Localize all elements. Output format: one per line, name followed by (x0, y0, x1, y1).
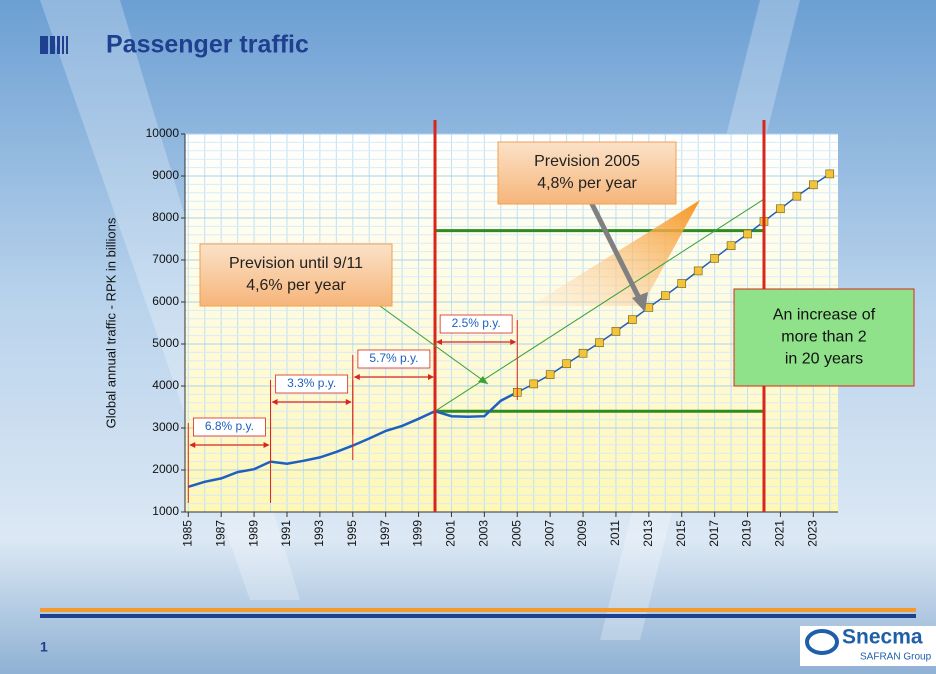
period-label: 3.3% p.y. (287, 376, 336, 390)
x-tick-label: 2001 (444, 520, 458, 547)
slide: Passenger traffic 1000 2000 3000 4000 5000 60… (0, 0, 936, 674)
x-tick-label: 1995 (345, 520, 359, 547)
series-marker (595, 339, 603, 347)
y-tick-label: 7000 (152, 252, 179, 266)
y-tick-label: 6000 (152, 294, 179, 308)
series-marker (727, 242, 735, 250)
callout-box (498, 142, 676, 204)
callout-text: 4,8% per year (537, 175, 637, 192)
y-tick-label: 3000 (152, 420, 179, 434)
x-tick-label: 2011 (608, 520, 622, 546)
series-marker (612, 327, 620, 335)
x-tick-label: 2007 (542, 520, 556, 547)
y-tick-label: 10000 (146, 126, 180, 140)
series-marker (546, 371, 554, 379)
series-marker (826, 170, 834, 178)
series-marker (809, 181, 817, 189)
x-tick-label: 1999 (411, 520, 425, 547)
x-tick-label: 2021 (773, 520, 787, 547)
period-label: 2.5% p.y. (452, 316, 501, 330)
x-tick-label: 2009 (575, 520, 589, 547)
x-tick-label: 2013 (641, 520, 655, 547)
logo: Snecma (842, 626, 923, 649)
y-tick-label: 1000 (152, 504, 179, 518)
y-tick-label: 2000 (152, 462, 179, 476)
x-tick-label: 2017 (707, 520, 721, 547)
callout-text: An increase of (773, 307, 876, 324)
callout-text: Prevision 2005 (534, 153, 640, 170)
x-tick-label: 2023 (805, 520, 819, 547)
x-tick-label: 1987 (213, 520, 227, 547)
series-marker (563, 360, 571, 368)
callout-text: more than 2 (781, 329, 866, 346)
series-marker (711, 254, 719, 262)
y-tick-label: 9000 (152, 168, 179, 182)
series-marker (694, 267, 702, 275)
title-icon (40, 36, 68, 54)
page-number: 1 (40, 639, 48, 655)
callout-box (200, 244, 392, 306)
x-tick-label: 2005 (509, 520, 523, 547)
series-marker (579, 349, 587, 357)
x-tick-label: 2019 (740, 520, 754, 547)
callout-text: Prevision until 9/11 (229, 255, 363, 272)
series-marker (628, 316, 636, 324)
period-label: 5.7% p.y. (369, 351, 418, 365)
callout-text: 4,6% per year (246, 277, 346, 294)
x-tick-label: 1985 (180, 520, 194, 547)
chart: 1000 2000 3000 4000 5000 6000 7000 8000 9000 1000… (103, 120, 914, 547)
y-tick-label: 4000 (152, 378, 179, 392)
x-tick-label: 1991 (279, 520, 293, 547)
x-tick-label: 1993 (312, 520, 326, 547)
period-label: 6.8% p.y. (205, 419, 254, 433)
y-tick-label: 8000 (152, 210, 179, 224)
series-marker (530, 380, 538, 388)
series-marker (776, 205, 784, 213)
slide-title: Passenger traffic (106, 31, 309, 59)
y-tick-label: 5000 (152, 336, 179, 350)
x-tick-label: 1997 (378, 520, 392, 547)
logo-group: SAFRAN Group (860, 652, 932, 663)
x-tick-label: 2015 (674, 520, 688, 547)
series-marker (744, 230, 752, 238)
series-marker (661, 292, 669, 300)
callout-text: in 20 years (785, 351, 863, 368)
x-tick-label: 1989 (246, 520, 260, 547)
x-tick-label: 2003 (477, 520, 491, 547)
footer-rule (40, 608, 916, 612)
series-marker (678, 280, 686, 288)
footer-rule (40, 614, 916, 618)
y-axis-label: Global annual traffic - RPK in billions (103, 217, 118, 428)
series-marker (793, 192, 801, 200)
